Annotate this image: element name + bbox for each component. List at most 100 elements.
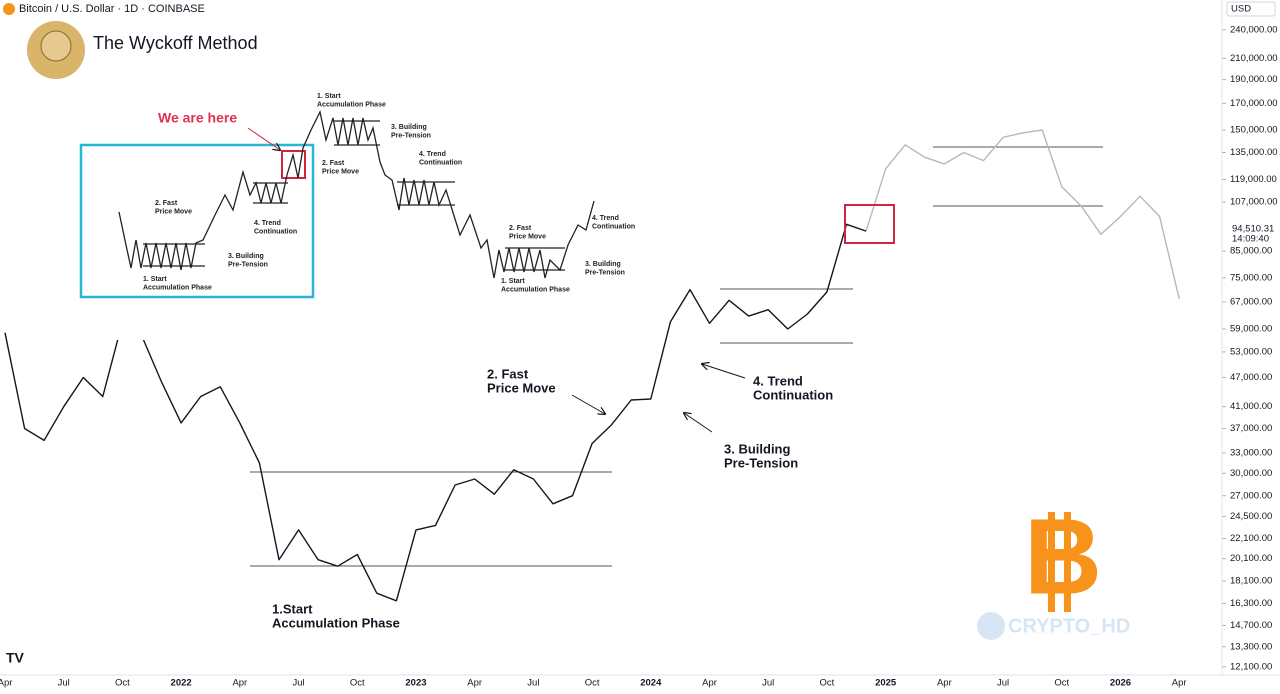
- annotation: Pre-Tension: [585, 269, 625, 276]
- bitcoin-logo: B: [1024, 496, 1102, 617]
- annotation: Pre-Tension: [228, 261, 268, 268]
- annotation: 1. Start: [501, 278, 525, 285]
- y-tick-label: 13,300.00: [1230, 641, 1272, 652]
- y-tick-label: 150,000.00: [1230, 125, 1278, 136]
- x-tick-label: Oct: [350, 678, 365, 689]
- series-layer: [4, 129, 1180, 602]
- y-tick-label: 24,500.00: [1230, 511, 1272, 522]
- annotation: 2. Fast: [509, 225, 532, 232]
- annotation: 2. Fast: [322, 160, 345, 167]
- y-tick-label: 12,100.00: [1230, 661, 1272, 672]
- y-tick-label: 75,000.00: [1230, 272, 1272, 283]
- currency[interactable]: USD: [1231, 4, 1251, 15]
- y-tick-label: 53,000.00: [1230, 346, 1272, 357]
- annotation: Continuation: [753, 387, 833, 402]
- annotation: 4. Trend: [419, 151, 446, 158]
- x-tick-label: Apr: [467, 678, 482, 689]
- x-tick-label: Jul: [762, 678, 774, 689]
- watermark-icon: [977, 612, 1005, 640]
- y-tick-label: 27,000.00: [1230, 490, 1272, 501]
- x-tick-label: Oct: [820, 678, 835, 689]
- last-price: 94,510.31: [1232, 224, 1274, 235]
- price-axis: [1222, 0, 1280, 689]
- y-tick-label: 33,000.00: [1230, 447, 1272, 458]
- y-tick-label: 210,000.00: [1230, 53, 1278, 64]
- annotation: Accumulation Phase: [143, 284, 212, 291]
- range-box: [250, 472, 612, 566]
- x-tick-label: Apr: [1172, 678, 1187, 689]
- arrow: [571, 394, 605, 414]
- annotation: Price Move: [322, 168, 359, 175]
- y-tick-label: 190,000.00: [1230, 74, 1278, 85]
- range-box: [933, 147, 1103, 206]
- y-tick-label: 107,000.00: [1230, 197, 1278, 208]
- x-tick-label: 2026: [1110, 678, 1131, 689]
- y-tick-label: 30,000.00: [1230, 468, 1272, 479]
- y-tick-label: 170,000.00: [1230, 98, 1278, 109]
- symbol-icon: [3, 3, 15, 15]
- projection-line: [865, 129, 1180, 299]
- annotation: 4. Trend: [753, 373, 803, 388]
- annotation: Continuation: [419, 159, 462, 166]
- annotation: Accumulation Phase: [317, 101, 386, 108]
- y-tick-label: 59,000.00: [1230, 324, 1272, 335]
- x-tick-label: 2024: [640, 678, 662, 689]
- annotation: Accumulation Phase: [501, 286, 570, 293]
- annotation: Continuation: [254, 228, 297, 235]
- x-tick-label: Apr: [702, 678, 717, 689]
- currency-button[interactable]: [1226, 1, 1276, 17]
- y-tick-label: 18,100.00: [1230, 576, 1272, 587]
- arrow: [702, 364, 746, 379]
- annotation: 3. Building: [724, 441, 791, 456]
- annotation: Price Move: [487, 380, 556, 395]
- x-tick-label: 2023: [405, 678, 426, 689]
- annotation: Pre-Tension: [724, 455, 798, 470]
- diagram-path: [118, 110, 595, 279]
- arrow: [684, 413, 713, 433]
- y-tick-label: 67,000.00: [1230, 296, 1272, 307]
- y-tick-label: 14,700.00: [1230, 620, 1272, 631]
- arrow: [247, 127, 280, 150]
- x-tick-label: Jul: [58, 678, 70, 689]
- annotation: 3. Building: [391, 124, 427, 131]
- annotation: Continuation: [592, 223, 635, 230]
- annotation: 4. Trend: [254, 220, 281, 227]
- price-line: [4, 223, 867, 602]
- diagram-ranges: [143, 120, 565, 271]
- x-tick-label: Oct: [115, 678, 130, 689]
- annotation: Price Move: [155, 208, 192, 215]
- x-tick-label: 2022: [171, 678, 192, 689]
- annotation: We are here: [158, 110, 237, 126]
- y-tick-label: 135,000.00: [1230, 147, 1278, 158]
- logo-bar: [1064, 512, 1071, 612]
- y-tick-label: 20,100.00: [1230, 553, 1272, 564]
- countdown: 14:09:40: [1232, 234, 1269, 245]
- diagram-panel: [72, 56, 633, 340]
- annotation: 1. Start: [143, 276, 167, 283]
- y-tick-label: 240,000.00: [1230, 24, 1278, 35]
- y-tick-label: 22,100.00: [1230, 533, 1272, 544]
- y-tick-label: 16,300.00: [1230, 598, 1272, 609]
- annotation: 3. Building: [228, 253, 264, 260]
- x-tick-label: Jul: [997, 678, 1009, 689]
- wyckoff-diagram: [72, 56, 633, 340]
- annotation: Pre-Tension: [391, 132, 431, 139]
- watermark: CRYPTO_HD: [1008, 615, 1130, 637]
- annotation: 3. Building: [585, 261, 621, 268]
- tv-logo: TV: [6, 650, 25, 666]
- annotation: Accumulation Phase: [272, 615, 400, 630]
- y-tick-label: 47,000.00: [1230, 372, 1272, 383]
- annotation: 1.Start: [272, 601, 313, 616]
- x-tick-label: Apr: [232, 678, 247, 689]
- y-tick-label: 37,000.00: [1230, 423, 1272, 434]
- y-tick-label: 85,000.00: [1230, 246, 1272, 257]
- x-tick-label: Apr: [0, 678, 12, 689]
- diagram-box: [79, 143, 315, 299]
- range-boxes: [250, 146, 1103, 567]
- annotation: 1. Start: [317, 93, 341, 100]
- x-tick-label: Apr: [937, 678, 952, 689]
- diagram-marker: [281, 150, 306, 179]
- x-tick-label: 2025: [875, 678, 897, 689]
